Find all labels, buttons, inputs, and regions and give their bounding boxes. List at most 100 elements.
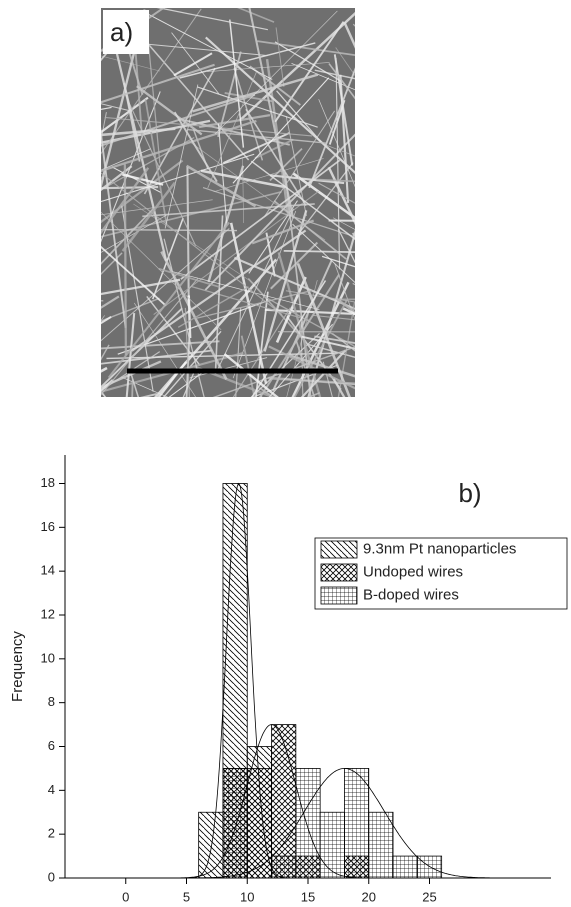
nanowire — [158, 267, 220, 288]
nanowire — [101, 344, 110, 361]
nanowire — [101, 103, 133, 112]
bar — [392, 855, 418, 879]
nanowire — [342, 307, 355, 316]
nanowire — [365, 83, 514, 240]
nanowire — [213, 158, 324, 193]
nanowire — [187, 128, 326, 144]
nanowire — [101, 228, 230, 342]
nanowire — [233, 256, 355, 310]
nanowire — [101, 127, 176, 137]
bar — [319, 811, 345, 879]
nanowire — [224, 92, 273, 103]
x-tick-label: 10 — [240, 889, 254, 904]
y-tick-label: 18 — [41, 475, 55, 490]
nanowire — [216, 208, 294, 373]
nanowire — [351, 232, 355, 239]
nanowire — [275, 27, 285, 87]
nanowire — [277, 252, 322, 397]
nanowire — [104, 116, 313, 137]
nanowire — [333, 181, 355, 221]
nanowire — [316, 178, 355, 183]
nanowire — [355, 287, 409, 320]
nanowire — [101, 153, 255, 203]
nanowire — [268, 345, 355, 390]
nanowire — [250, 332, 320, 397]
nanowire — [313, 314, 355, 321]
y-tick-label: 6 — [48, 738, 55, 753]
y-tick-label: 8 — [48, 694, 55, 709]
nanowire — [356, 16, 550, 102]
nanowire — [263, 210, 308, 352]
panel-label: a) — [110, 17, 133, 47]
x-tick-label: 0 — [122, 889, 129, 904]
nanowire — [258, 386, 275, 397]
nanowire — [198, 113, 271, 129]
y-tick-label: 2 — [48, 826, 55, 841]
nanowire — [286, 279, 318, 397]
y-tick-label: 4 — [48, 782, 55, 797]
nanowire — [120, 376, 169, 397]
nanowire — [249, 65, 301, 106]
nanowire — [101, 43, 115, 62]
nanowire — [107, 221, 230, 379]
nanowire — [328, 63, 355, 100]
nanowire — [365, 137, 483, 204]
nanowire — [264, 308, 355, 315]
nanowire — [152, 217, 184, 300]
nanowire — [164, 84, 199, 229]
nanowire — [106, 352, 338, 360]
nanowire — [101, 106, 112, 110]
nanowire — [274, 41, 342, 82]
bar — [368, 811, 394, 879]
nanowire — [308, 67, 355, 189]
bar — [344, 768, 370, 879]
nanowire — [336, 297, 355, 314]
nanowire — [314, 335, 355, 345]
nanowire — [202, 186, 355, 238]
nanowire — [308, 343, 355, 358]
nanowire — [259, 273, 340, 397]
nanowire — [101, 148, 151, 171]
nanowire — [307, 391, 321, 397]
panel-label: b) — [458, 478, 481, 508]
nanowire — [189, 357, 268, 379]
nanowire — [207, 72, 257, 189]
nanowire — [177, 286, 249, 328]
nanowire — [337, 228, 355, 264]
bar — [416, 855, 443, 879]
nanowire — [270, 241, 319, 290]
nanowire — [185, 164, 257, 208]
y-tick-label: 0 — [48, 869, 55, 884]
y-tick-label: 12 — [41, 606, 55, 621]
nanowire — [101, 93, 256, 147]
nanowire — [273, 200, 347, 260]
sem-image — [46, 8, 550, 400]
nanowire — [140, 396, 142, 397]
nanowire — [207, 62, 330, 73]
nanowire — [232, 210, 297, 379]
nanowire — [173, 52, 213, 77]
bar — [198, 811, 224, 879]
nanowire — [157, 361, 187, 397]
nanowire — [318, 182, 355, 204]
nanowire — [365, 83, 448, 85]
nanowire — [101, 278, 181, 296]
nanowire — [325, 144, 355, 157]
nanowire — [180, 159, 341, 280]
nanowire — [251, 280, 327, 397]
nanowire — [133, 302, 197, 397]
bar — [271, 724, 297, 879]
nanowire — [368, 31, 396, 130]
nanowire — [293, 299, 348, 397]
y-tick-label: 10 — [41, 650, 55, 665]
nanowire — [357, 30, 397, 56]
nanowire — [156, 8, 268, 31]
legend-swatch — [320, 563, 358, 582]
nanowire — [154, 258, 278, 397]
nanowire — [251, 364, 338, 397]
nanowire — [357, 355, 428, 400]
nanowire — [191, 73, 319, 113]
nanowire — [314, 69, 355, 80]
nanowire — [46, 343, 91, 362]
